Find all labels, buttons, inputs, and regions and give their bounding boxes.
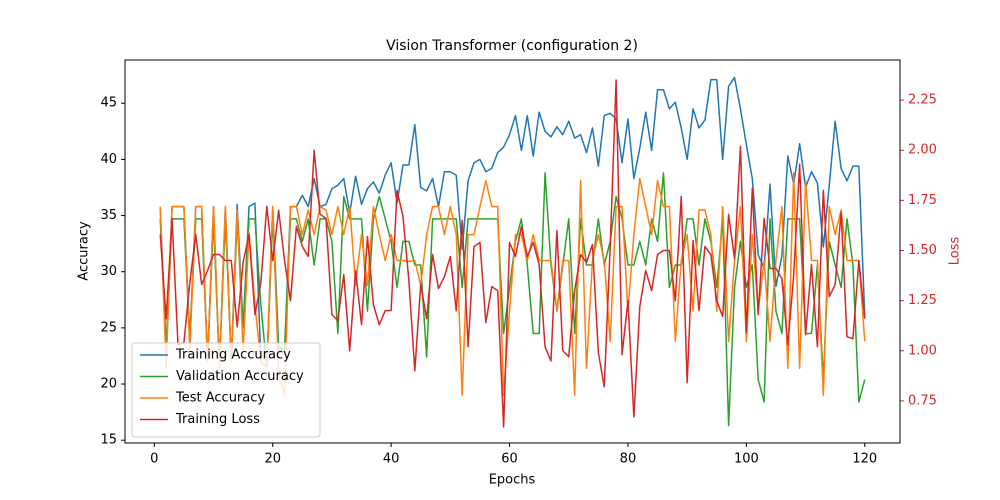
y-tick-label: 15	[100, 433, 117, 448]
x-tick-label: 0	[150, 452, 158, 467]
y2-tick-label: 0.75	[908, 393, 937, 408]
y-tick-label: 25	[100, 320, 117, 335]
legend-label: Test Accuracy	[175, 391, 265, 406]
legend: Training Accuracy Validation Accuracy Test…	[131, 342, 321, 438]
y-tick-label: 45	[100, 96, 117, 111]
x-axis-label: Epochs	[489, 473, 536, 488]
legend-box	[131, 342, 321, 438]
legend-label: Training Accuracy	[175, 348, 291, 363]
y2-tick-label: 1.00	[908, 343, 937, 358]
y-axis-label: Accuracy	[77, 221, 92, 281]
x-tick-label: 20	[264, 452, 281, 467]
y-tick-label: 20	[100, 377, 117, 392]
y2-axis-label: Loss	[948, 237, 963, 266]
y2-tick-label: 1.50	[908, 243, 937, 258]
series-line	[159, 79, 866, 428]
y2-tick-label: 2.00	[908, 143, 937, 158]
x-tick-label: 80	[620, 452, 637, 467]
x-tick-label: 100	[734, 452, 759, 467]
plot-frame	[124, 59, 901, 444]
x-tick-label: 60	[501, 452, 518, 467]
y-tick-label: 40	[100, 152, 117, 167]
x-tick-label: 120	[852, 452, 877, 467]
y2-tick-label: 1.25	[908, 293, 937, 308]
legend-label: Training Loss	[175, 412, 260, 427]
y-tick-label: 35	[100, 208, 117, 223]
y2-tick-label: 1.75	[908, 193, 937, 208]
y2-tick-label: 2.25	[908, 93, 937, 108]
chart-title: Vision Transformer (configuration 2)	[386, 38, 638, 54]
y-tick-label: 30	[100, 264, 117, 279]
x-tick-label: 40	[383, 452, 400, 467]
legend-label: Validation Accuracy	[176, 369, 304, 384]
